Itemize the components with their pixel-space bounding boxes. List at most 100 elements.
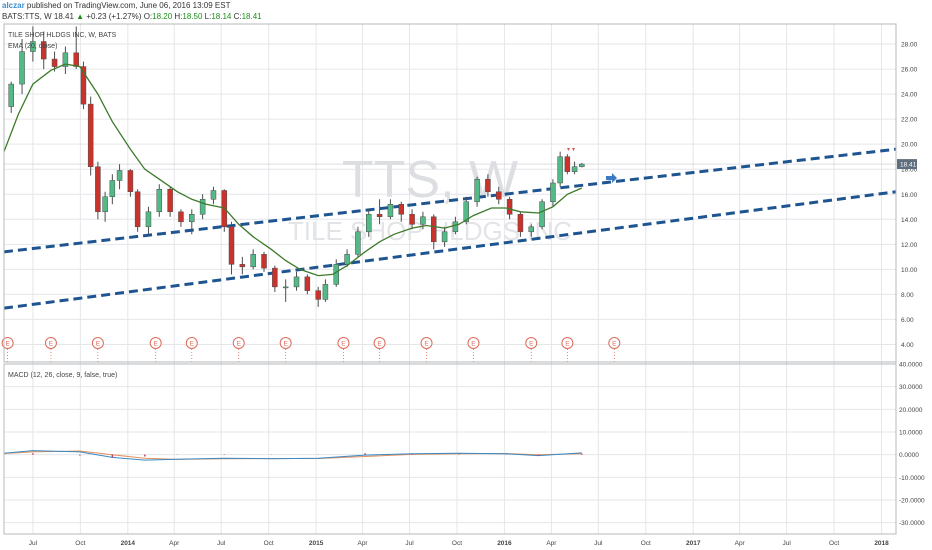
ema-20-line xyxy=(3,63,583,277)
price-tick-label: 12.00 xyxy=(901,242,918,249)
candle-body xyxy=(156,188,163,213)
time-tick-label: Jul xyxy=(594,540,603,547)
candle-body xyxy=(239,264,246,268)
price-tick-label: 8.00 xyxy=(901,292,914,299)
ohlc-line: BATS:TTS, W 18.41 ▲ +0.23 (+1.27%) O:18.… xyxy=(2,11,262,22)
candle-body xyxy=(557,156,563,184)
time-tick-label: Apr xyxy=(169,540,180,547)
price-tick-label: 16.00 xyxy=(901,192,918,199)
time-tick-label: 2017 xyxy=(686,540,701,547)
earnings-label: E xyxy=(5,341,10,348)
arrow-down-icon xyxy=(567,148,570,151)
close-label: C: xyxy=(233,12,242,21)
earnings-marker-icon xyxy=(44,337,57,349)
candle-body xyxy=(127,170,134,192)
trend-channel-line xyxy=(3,147,897,254)
candle-body xyxy=(51,58,58,67)
candle-body xyxy=(528,226,535,233)
arrow-right-icon xyxy=(606,173,617,183)
earnings-marker-icon xyxy=(608,337,621,349)
price-tick-label: 18.00 xyxy=(901,167,918,174)
earnings-label: E xyxy=(377,341,382,348)
candle-body xyxy=(564,156,571,172)
channel-lines[interactable] xyxy=(3,147,897,310)
time-tick-label: Apr xyxy=(546,540,557,547)
candle-body xyxy=(474,178,480,203)
earnings-marker-icon xyxy=(420,337,433,349)
candle-body xyxy=(109,180,116,198)
earnings-marker-icon xyxy=(232,337,245,349)
axes: Jul Oct 2014 Apr Jul Oct 2015 Apr Jul Oct 2016 Apr J… xyxy=(3,23,925,547)
price-tick-label: 28.00 xyxy=(901,42,918,49)
candle-body xyxy=(102,196,108,213)
macd-tick-label: 10.0000 xyxy=(899,430,923,437)
open-value: 18.20 xyxy=(152,12,173,21)
candle-body xyxy=(293,276,300,288)
candle-body xyxy=(333,264,339,285)
change-value: +0.23 (+1.27%) xyxy=(86,12,142,21)
candle-body xyxy=(579,163,585,167)
time-tick-label: Apr xyxy=(735,540,746,547)
time-tick-label: Apr xyxy=(357,540,368,547)
gridlines xyxy=(4,24,896,534)
time-tick-label: Oct xyxy=(452,540,462,547)
candle-body xyxy=(539,201,545,228)
macd-tick-label: -20.0000 xyxy=(899,498,925,505)
publish-line: alczar published on TradingView.com, Jun… xyxy=(2,0,262,11)
candle-body xyxy=(420,216,426,225)
earnings-marker-icon xyxy=(91,337,104,349)
price-tick-label: 10.00 xyxy=(901,267,918,274)
macd-line xyxy=(3,450,582,461)
candle-body xyxy=(116,170,123,181)
candle-body xyxy=(261,254,267,269)
candle-body xyxy=(398,204,404,215)
earnings-marker-icon xyxy=(279,337,292,349)
candle-body xyxy=(322,284,329,300)
time-tick-label: Oct xyxy=(829,540,839,547)
candle-body xyxy=(441,231,448,243)
earnings-marker-icon xyxy=(467,337,480,349)
macd-tick-label: 20.0000 xyxy=(899,407,923,414)
price-tick-label: 14.00 xyxy=(901,217,918,224)
candle-body xyxy=(134,191,141,228)
candle-body xyxy=(199,199,206,215)
open-label: O: xyxy=(143,12,153,21)
price-tag: 18.41 xyxy=(897,159,917,170)
candle-body xyxy=(517,214,524,233)
author-link[interactable]: alczar xyxy=(2,1,25,10)
candle-body xyxy=(210,190,217,200)
candle-body xyxy=(250,254,256,268)
earnings-label: E xyxy=(424,341,429,348)
candle-body xyxy=(40,41,47,60)
macd-pane-border xyxy=(3,363,897,535)
candle-body xyxy=(272,267,278,288)
candle-body xyxy=(409,214,415,225)
earnings-label: E xyxy=(96,341,101,348)
macd-tick-label: -30.0000 xyxy=(899,520,925,527)
earnings-label: E xyxy=(565,341,570,348)
time-tick-label: 2016 xyxy=(497,540,512,547)
series-title: TILE SHOP HLDGS INC, W, BATS xyxy=(8,32,117,39)
candle-body xyxy=(282,286,289,289)
price-tick-label: 4.00 xyxy=(901,342,914,349)
candle-body xyxy=(571,166,578,172)
candle-body xyxy=(304,276,311,291)
earnings-label: E xyxy=(471,341,476,348)
candle-body xyxy=(365,214,372,233)
low-value: 18.14 xyxy=(211,12,232,21)
candle-body xyxy=(344,254,350,265)
candle-body xyxy=(19,51,25,85)
price-tick-label: 26.00 xyxy=(901,67,918,74)
candle-body xyxy=(228,226,235,265)
candle-body xyxy=(87,103,94,167)
candle-body xyxy=(167,188,173,213)
candle-body xyxy=(376,214,383,218)
time-tick-label: Oct xyxy=(264,540,274,547)
candle-body xyxy=(550,182,556,203)
price-tick-label: 20.00 xyxy=(901,142,918,149)
earnings-marker-icon xyxy=(185,337,198,349)
time-tick-label: Oct xyxy=(75,540,85,547)
macd-lines xyxy=(3,450,583,461)
time-tick-label: Jul xyxy=(29,540,38,547)
